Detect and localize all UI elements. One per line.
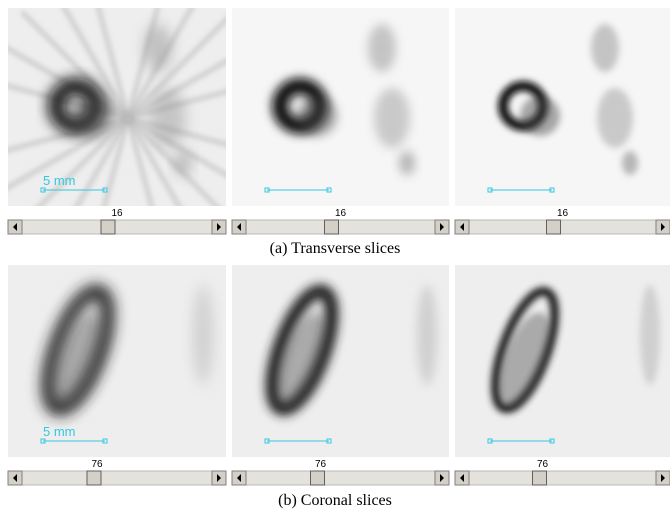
scrollbar-track [8, 220, 226, 234]
slice-number: 76 [315, 459, 327, 470]
scrollbar-track [232, 220, 449, 234]
scroll-thumb[interactable] [325, 220, 339, 234]
scale-label: 5 mm [43, 173, 76, 188]
scale-label: 5 mm [43, 424, 76, 439]
slice-number: 76 [537, 459, 549, 470]
scroll-thumb[interactable] [547, 220, 561, 234]
image-frame [455, 265, 670, 457]
image-frame [232, 265, 449, 457]
scrollbar-track [455, 220, 670, 234]
scrollbar-track [8, 471, 226, 485]
image-panel: 76 [232, 265, 449, 485]
blob [193, 285, 213, 385]
image-frame [232, 8, 449, 206]
ring-shadow [297, 96, 337, 136]
blob [175, 151, 191, 175]
scroll-thumb[interactable] [87, 471, 101, 485]
scroll-thumb[interactable] [533, 471, 547, 485]
image-panel: 5 mm 76 [8, 265, 226, 485]
blob [417, 285, 437, 385]
blob [597, 88, 633, 148]
slice-number: 16 [335, 208, 347, 219]
caption: (b) Coronal slices [278, 492, 392, 509]
image-panel: 76 [455, 265, 670, 485]
ring-shadow [73, 96, 113, 136]
ring-shadow [520, 96, 560, 136]
image-frame [455, 8, 670, 206]
blob [374, 88, 410, 148]
caption: (a) Transverse slices [270, 240, 401, 257]
scrollbar-track [455, 471, 670, 485]
blob [144, 24, 172, 72]
blob [150, 88, 186, 148]
image-frame [8, 265, 226, 457]
image-panel: 16 [232, 8, 449, 234]
blob [399, 151, 415, 175]
slice-number: 16 [557, 208, 569, 219]
blob [368, 24, 396, 72]
figure: 5 mm 16 16 16 (a) Transverse slices 5 mm 76 76 7… [0, 0, 670, 517]
slice-number: 76 [91, 459, 103, 470]
image-panel: 16 [455, 8, 670, 234]
blob [622, 151, 638, 175]
scrollbar-track [232, 471, 449, 485]
blob [591, 24, 619, 72]
slice-number: 16 [111, 208, 123, 219]
blob [640, 285, 660, 385]
scroll-thumb[interactable] [101, 220, 115, 234]
scroll-thumb[interactable] [311, 471, 325, 485]
